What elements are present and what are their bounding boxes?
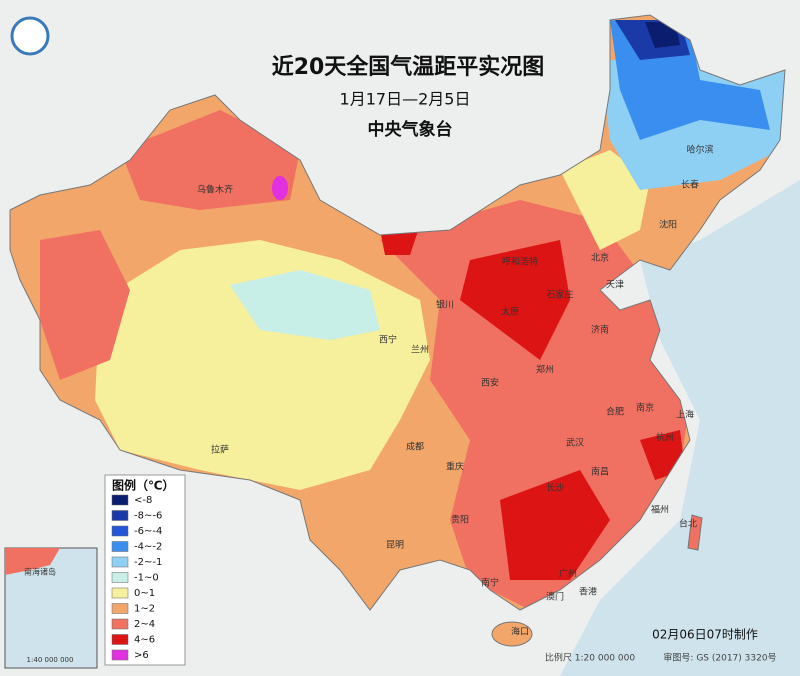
city: 杭州 — [656, 432, 674, 444]
legend-label: 4~6 — [134, 635, 155, 646]
legend-label: >6 — [134, 650, 149, 661]
taiwan — [687, 514, 703, 551]
city: 上海 — [676, 409, 694, 421]
made-time: 02月06日07时制作 — [652, 628, 758, 642]
city: 南昌 — [591, 466, 609, 478]
city: 合肥 — [606, 406, 624, 418]
city: 兰州 — [411, 344, 429, 356]
legend-swatch — [111, 587, 129, 599]
legend-swatch — [111, 649, 129, 661]
city: 长沙 — [546, 482, 564, 494]
inset-land — [5, 548, 60, 575]
city: 广州 — [559, 568, 577, 580]
city: 银川 — [436, 299, 454, 311]
legend: 图例（℃） <-8 -8~-6 -6~-4 -4~-2 -2~-1 -1~0 0~1 1~2 2… — [104, 474, 186, 666]
legend-label: 1~2 — [134, 604, 155, 615]
city: 哈尔滨 — [686, 144, 713, 156]
city-labels: 乌鲁木齐 哈尔滨 长春 沈阳 北京 天津 呼和浩特 银川 石家庄 太原 济南 西… — [197, 144, 714, 638]
city: 太原 — [501, 306, 519, 318]
legend-label: -2~-1 — [134, 557, 162, 568]
city: 台北 — [679, 518, 697, 530]
city: 呼和浩特 — [502, 256, 538, 268]
city: 南京 — [636, 402, 654, 414]
legend-label: -4~-2 — [134, 542, 162, 553]
legend-label: -1~0 — [134, 573, 159, 584]
legend-swatch — [111, 572, 129, 583]
logo — [10, 16, 50, 56]
city: 北京 — [591, 252, 609, 264]
city: 天津 — [606, 280, 624, 291]
legend-swatch — [111, 634, 129, 645]
scale: 比例尺 1:20 000 000 — [545, 652, 635, 664]
city: 乌鲁木齐 — [197, 184, 233, 196]
legend-swatch — [111, 603, 129, 614]
city: 贵阳 — [451, 514, 469, 526]
legend-swatch — [111, 556, 129, 568]
city: 石家庄 — [546, 289, 573, 301]
legend-label: -8~-6 — [134, 511, 162, 522]
legend-swatch — [111, 510, 129, 521]
legend-swatch — [111, 525, 129, 537]
legend-label: <-8 — [134, 495, 152, 506]
legend-frame — [104, 474, 186, 666]
city: 济南 — [591, 324, 609, 336]
date-range: 1月17日—2月5日 — [340, 90, 471, 109]
approval: 审图号: GS (2017) 3320号 — [663, 652, 776, 664]
legend-label: 2~4 — [134, 619, 155, 630]
city: 澳门 — [546, 591, 564, 603]
city: 郑州 — [536, 364, 554, 376]
legend-title: 图例（℃） — [112, 478, 175, 493]
inset-scale: 1:40 000 000 — [27, 656, 74, 664]
legend-label: -6~-4 — [134, 526, 162, 537]
city: 成都 — [406, 441, 424, 453]
city: 拉萨 — [211, 444, 229, 456]
city: 福州 — [651, 504, 669, 516]
city: 海口 — [511, 626, 529, 638]
city: 重庆 — [446, 461, 464, 473]
legend-swatch — [111, 541, 129, 552]
title: 近20天全国气温距平实况图 — [272, 54, 545, 80]
legend-swatch — [111, 618, 129, 630]
city: 西宁 — [379, 334, 397, 346]
city: 西安 — [481, 377, 499, 389]
city: 沈阳 — [659, 219, 677, 231]
inset: 南海诸岛 1:40 000 000 — [4, 547, 98, 669]
inset-title: 南海诸岛 — [24, 567, 56, 577]
city: 南宁 — [481, 577, 499, 589]
city: 香港 — [579, 586, 597, 598]
border — [9, 14, 786, 611]
city: 长春 — [681, 179, 699, 191]
sea — [560, 180, 800, 676]
agency: 中央气象台 — [368, 119, 453, 140]
city: 武汉 — [566, 437, 584, 449]
legend-label: 0~1 — [134, 588, 155, 599]
legend-swatch — [111, 494, 129, 506]
city: 昆明 — [386, 540, 404, 551]
hainan — [491, 621, 533, 647]
